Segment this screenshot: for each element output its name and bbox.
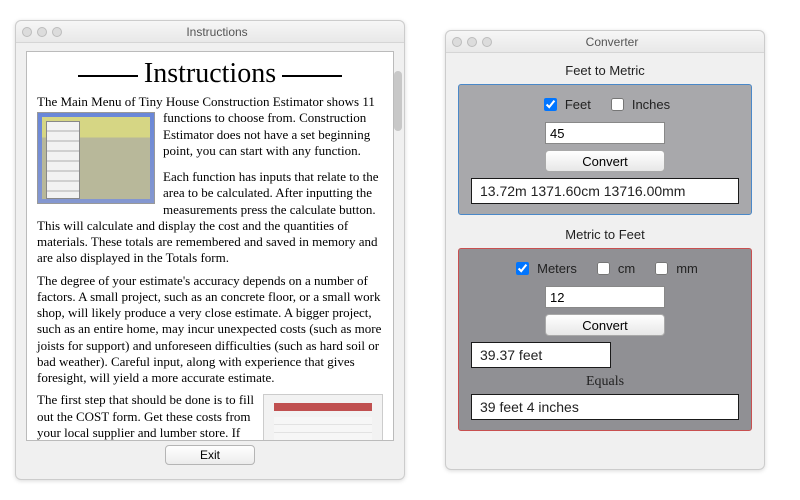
converter-titlebar[interactable]: Converter [446, 31, 764, 53]
feet-checkbox-group[interactable]: Feet [540, 95, 591, 114]
instructions-content: Instructions The Main Menu of Tiny House… [26, 51, 394, 441]
feet-to-metric-result: 13.72m 1371.60cm 13716.00mm [471, 178, 739, 204]
instructions-window-title: Instructions [68, 25, 398, 39]
window-controls[interactable] [22, 27, 62, 37]
converter-window: Converter Feet to Metric Feet Inches Con… [445, 30, 765, 470]
title-rule-right [282, 75, 342, 77]
close-icon[interactable] [22, 27, 32, 37]
cm-checkbox-group[interactable]: cm [593, 259, 635, 278]
zoom-icon[interactable] [482, 37, 492, 47]
meters-input[interactable] [545, 286, 665, 308]
main-menu-illustration [37, 112, 155, 204]
metric-to-feet-label: Metric to Feet [458, 227, 752, 242]
title-rule-left [78, 75, 138, 77]
window-controls[interactable] [452, 37, 492, 47]
inches-checkbox-label: Inches [632, 97, 670, 112]
para3: The degree of your estimate's accuracy d… [37, 273, 383, 387]
instructions-window: Instructions Instructions The Main Menu … [15, 20, 405, 480]
meters-checkbox[interactable] [516, 262, 529, 275]
meters-convert-button[interactable]: Convert [545, 314, 665, 336]
feet-to-metric-panel: Feet Inches Convert 13.72m 1371.60cm 137… [458, 84, 752, 215]
inches-checkbox-group[interactable]: Inches [607, 95, 670, 114]
mm-checkbox-label: mm [676, 261, 698, 276]
minimize-icon[interactable] [467, 37, 477, 47]
feet-to-metric-label: Feet to Metric [458, 63, 752, 78]
cost-form-illustration [263, 394, 383, 441]
cm-checkbox-label: cm [618, 261, 635, 276]
instructions-heading: Instructions [144, 58, 276, 90]
converter-window-title: Converter [498, 35, 758, 49]
para1-lead: The Main Menu of Tiny House Construction… [37, 94, 375, 109]
minimize-icon[interactable] [37, 27, 47, 37]
inches-checkbox[interactable] [611, 98, 624, 111]
exit-button[interactable]: Exit [165, 445, 255, 465]
feet-input[interactable] [545, 122, 665, 144]
scrollbar-thumb[interactable] [394, 71, 402, 131]
zoom-icon[interactable] [52, 27, 62, 37]
feet-convert-button[interactable]: Convert [545, 150, 665, 172]
metric-to-feet-panel: Meters cm mm Convert 39.37 feet Equals 3… [458, 248, 752, 431]
close-icon[interactable] [452, 37, 462, 47]
mm-checkbox-group[interactable]: mm [651, 259, 698, 278]
cm-checkbox[interactable] [597, 262, 610, 275]
metric-to-feet-result: 39.37 feet [471, 342, 611, 368]
feet-checkbox-label: Feet [565, 97, 591, 112]
meters-checkbox-label: Meters [537, 261, 577, 276]
instructions-titlebar[interactable]: Instructions [16, 21, 404, 43]
para1-rest: functions to choose from. Construction E… [163, 110, 370, 158]
mm-checkbox[interactable] [655, 262, 668, 275]
meters-checkbox-group[interactable]: Meters [512, 259, 577, 278]
metric-to-feet-ftin-result: 39 feet 4 inches [471, 394, 739, 420]
equals-label: Equals [471, 374, 739, 390]
feet-checkbox[interactable] [544, 98, 557, 111]
